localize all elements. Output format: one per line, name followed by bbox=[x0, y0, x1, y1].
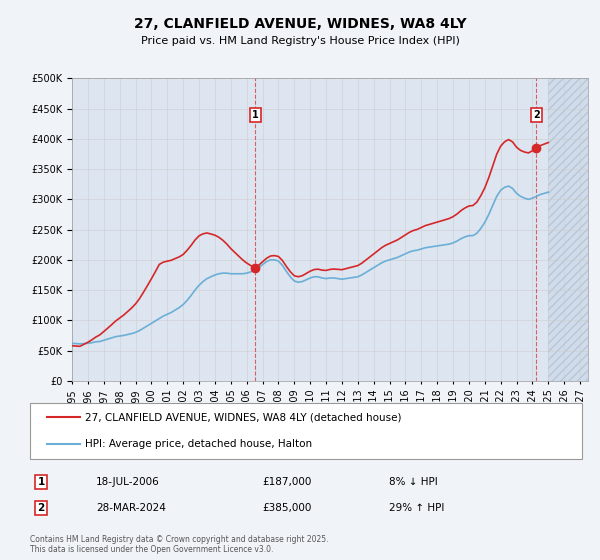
Text: 2: 2 bbox=[37, 503, 44, 513]
Text: 27, CLANFIELD AVENUE, WIDNES, WA8 4LY: 27, CLANFIELD AVENUE, WIDNES, WA8 4LY bbox=[134, 17, 466, 31]
Text: 1: 1 bbox=[252, 110, 259, 120]
Bar bbox=[548, 78, 588, 381]
Text: £385,000: £385,000 bbox=[262, 503, 311, 513]
Text: 29% ↑ HPI: 29% ↑ HPI bbox=[389, 503, 444, 513]
Text: 28-MAR-2024: 28-MAR-2024 bbox=[96, 503, 166, 513]
Bar bbox=[548, 78, 588, 381]
Text: 8% ↓ HPI: 8% ↓ HPI bbox=[389, 477, 437, 487]
Text: 27, CLANFIELD AVENUE, WIDNES, WA8 4LY (detached house): 27, CLANFIELD AVENUE, WIDNES, WA8 4LY (d… bbox=[85, 412, 402, 422]
FancyBboxPatch shape bbox=[30, 403, 582, 459]
Text: 18-JUL-2006: 18-JUL-2006 bbox=[96, 477, 160, 487]
Text: £187,000: £187,000 bbox=[262, 477, 311, 487]
Text: HPI: Average price, detached house, Halton: HPI: Average price, detached house, Halt… bbox=[85, 438, 313, 449]
Text: Contains HM Land Registry data © Crown copyright and database right 2025.
This d: Contains HM Land Registry data © Crown c… bbox=[30, 535, 329, 554]
Text: 2: 2 bbox=[533, 110, 539, 120]
Text: 1: 1 bbox=[37, 477, 44, 487]
Text: Price paid vs. HM Land Registry's House Price Index (HPI): Price paid vs. HM Land Registry's House … bbox=[140, 36, 460, 46]
